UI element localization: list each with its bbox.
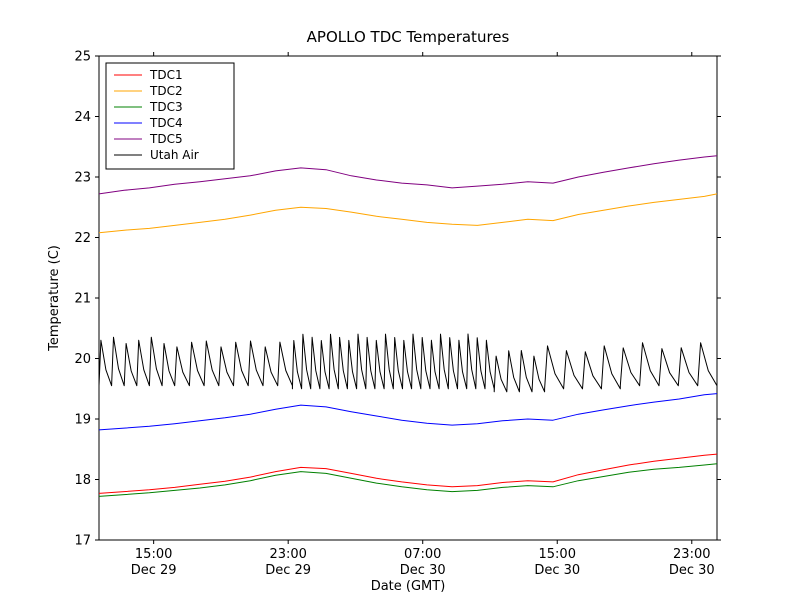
y-tick-label: 20 (74, 352, 91, 367)
y-tick-label: 25 (74, 50, 91, 65)
x-tick-date-label: Dec 29 (265, 563, 311, 578)
y-tick-label: 22 (74, 231, 91, 246)
y-axis-label: Temperature (C) (47, 245, 62, 352)
series-line-tdc4 (98, 393, 718, 431)
x-tick-time-label: 23:00 (673, 547, 710, 562)
x-tick-date-label: Dec 30 (534, 563, 580, 578)
y-tick-label: 19 (74, 413, 91, 428)
y-tick-label: 23 (74, 171, 91, 186)
series-line-tdc5 (98, 155, 718, 195)
legend-label-tdc4: TDC4 (149, 116, 183, 130)
x-axis-label: Date (GMT) (371, 579, 446, 594)
series-line-tdc1 (98, 453, 718, 494)
y-tick-label: 18 (74, 473, 91, 488)
series-line-tdc2 (98, 193, 718, 234)
x-tick-date-label: Dec 30 (400, 563, 446, 578)
y-tick-label: 21 (74, 292, 91, 307)
chart-title: APOLLO TDC Temperatures (307, 28, 510, 46)
series-line-utah-air (98, 333, 718, 393)
legend-label-tdc5: TDC5 (149, 132, 183, 146)
y-tick-label: 24 (74, 110, 91, 125)
legend-label-utah-air: Utah Air (150, 148, 199, 162)
y-tick-label: 17 (74, 534, 91, 549)
x-tick-time-label: 15:00 (539, 547, 576, 562)
x-tick-time-label: 23:00 (269, 547, 306, 562)
legend-label-tdc3: TDC3 (149, 100, 183, 114)
x-tick-time-label: 07:00 (404, 547, 441, 562)
legend-box (105, 62, 235, 170)
series-line-tdc3 (98, 463, 718, 497)
legend-label-tdc2: TDC2 (149, 84, 183, 98)
legend-label-tdc1: TDC1 (149, 68, 183, 82)
x-tick-time-label: 15:00 (135, 547, 172, 562)
x-tick-date-label: Dec 29 (131, 563, 177, 578)
x-tick-date-label: Dec 30 (669, 563, 715, 578)
